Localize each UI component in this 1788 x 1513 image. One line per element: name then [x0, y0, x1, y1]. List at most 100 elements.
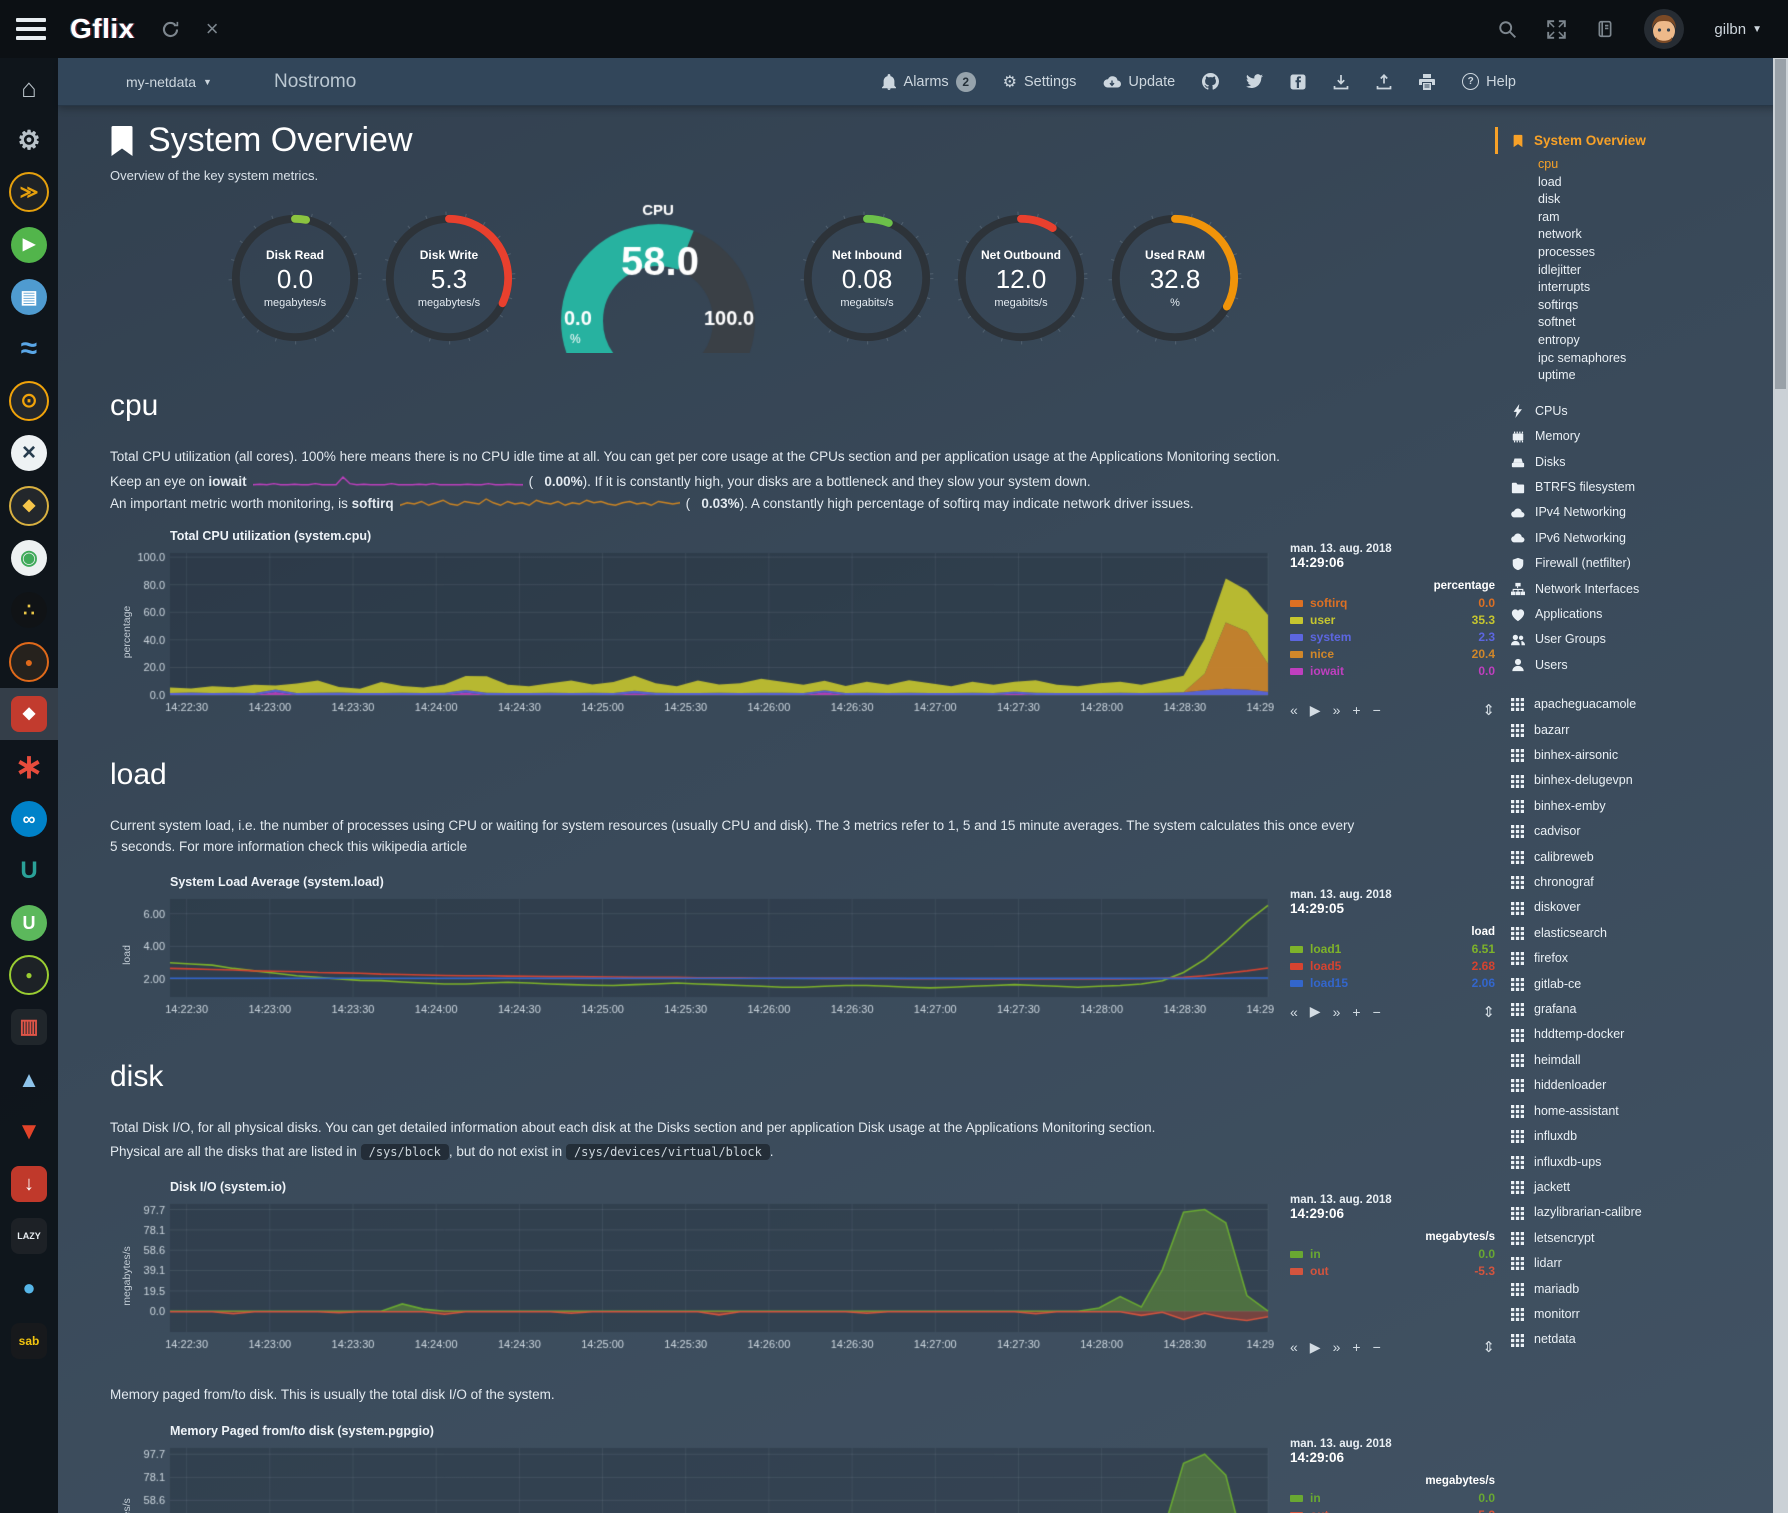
sidebar-app-down-arrow[interactable]: ↓ — [0, 1158, 58, 1210]
toc-app-netdata[interactable]: netdata — [1511, 1327, 1773, 1352]
legend-row-nice[interactable]: nice20.4 — [1290, 646, 1495, 663]
user-menu[interactable]: gilbn ▼ — [1714, 21, 1762, 38]
toc-app-monitorr[interactable]: monitorr — [1511, 1302, 1773, 1327]
toc-app-cadvisor[interactable]: cadvisor — [1511, 819, 1773, 844]
hostname-link[interactable]: Nostromo — [274, 71, 356, 93]
toc-system-overview[interactable]: System Overview — [1511, 133, 1773, 148]
play-button[interactable]: ▶ — [1310, 702, 1321, 719]
import-button[interactable] — [1333, 74, 1349, 90]
toc-app-influxdb[interactable]: influxdb — [1511, 1124, 1773, 1149]
export-button[interactable] — [1376, 74, 1392, 90]
toc-app-mariadb[interactable]: mariadb — [1511, 1277, 1773, 1302]
load-chart-canvas[interactable] — [124, 891, 1274, 1019]
settings-button[interactable]: ⚙ Settings — [1003, 72, 1077, 92]
changelog-book-icon[interactable] — [1596, 20, 1614, 38]
cpu-chart-canvas[interactable] — [124, 545, 1274, 717]
zoom-in-button[interactable]: + — [1352, 702, 1360, 718]
pan-right-button[interactable]: » — [1333, 1339, 1341, 1355]
sidebar-app-plex-chevron[interactable]: ≫ — [0, 166, 58, 218]
toc-app-binhex-delugevpn[interactable]: binhex-delugevpn — [1511, 768, 1773, 793]
toc-app-lazylibrarian-calibre[interactable]: lazylibrarian-calibre — [1511, 1200, 1773, 1225]
zoom-in-button[interactable]: + — [1352, 1004, 1360, 1020]
toc-app-jackett[interactable]: jackett — [1511, 1175, 1773, 1200]
toc-app-hddtemp-docker[interactable]: hddtemp-docker — [1511, 1022, 1773, 1047]
toc-app-binhex-airsonic[interactable]: binhex-airsonic — [1511, 743, 1773, 768]
node-selector[interactable]: my-netdata ▼ — [126, 74, 212, 90]
toc-section-user-groups[interactable]: User Groups — [1511, 627, 1773, 652]
gauge-net-outbound[interactable]: Net Outbound12.0megabits/s — [954, 211, 1088, 345]
legend-row-in[interactable]: in0.0 — [1290, 1490, 1495, 1507]
sidebar-app-cross-x[interactable]: × — [0, 427, 58, 479]
sidebar-app-node-graph[interactable]: ∴ — [0, 584, 58, 636]
zoom-out-button[interactable]: − — [1373, 1339, 1381, 1355]
legend-row-load1[interactable]: load16.51 — [1290, 941, 1495, 958]
toc-app-letsencrypt[interactable]: letsencrypt — [1511, 1226, 1773, 1251]
toc-section-ipv6-networking[interactable]: IPv6 Networking — [1511, 526, 1773, 551]
toc-section-firewall-netfilter-[interactable]: Firewall (netfilter) — [1511, 551, 1773, 576]
sidebar-app-fox[interactable]: ▼ — [0, 1106, 58, 1158]
toc-item-softnet[interactable]: softnet — [1511, 314, 1773, 332]
legend-row-load15[interactable]: load152.06 — [1290, 975, 1495, 992]
alarms-button[interactable]: Alarms 2 — [881, 72, 976, 92]
toc-app-bazarr[interactable]: bazarr — [1511, 718, 1773, 743]
sidebar-app-green-ring[interactable]: ● — [0, 949, 58, 1001]
toc-section-memory[interactable]: Memory — [1511, 424, 1773, 449]
toc-app-home-assistant[interactable]: home-assistant — [1511, 1099, 1773, 1124]
play-button[interactable]: ▶ — [1310, 1339, 1321, 1356]
zoom-in-button[interactable]: + — [1352, 1339, 1360, 1355]
toc-section-users[interactable]: Users — [1511, 653, 1773, 678]
print-button[interactable] — [1419, 74, 1435, 90]
sidebar-app-sab-text[interactable]: sab — [0, 1315, 58, 1367]
sidebar-app-bar-chart[interactable]: ▥ — [0, 1001, 58, 1053]
toc-app-gitlab-ce[interactable]: gitlab-ce — [1511, 972, 1773, 997]
toc-app-hiddenloader[interactable]: hiddenloader — [1511, 1073, 1773, 1098]
legend-row-user[interactable]: user35.3 — [1290, 612, 1495, 629]
sidebar-app-emby-play[interactable]: ▶ — [0, 219, 58, 271]
sidebar-app-orange-ring[interactable]: ● — [0, 636, 58, 688]
user-avatar[interactable] — [1644, 9, 1684, 49]
legend-row-out[interactable]: out-5.2 — [1290, 1507, 1495, 1513]
toc-item-interrupts[interactable]: interrupts — [1511, 279, 1773, 297]
legend-row-softirq[interactable]: softirq0.0 — [1290, 595, 1495, 612]
pan-right-button[interactable]: » — [1333, 702, 1341, 718]
toc-section-network-interfaces[interactable]: Network Interfaces — [1511, 577, 1773, 602]
twitter-button[interactable] — [1246, 74, 1263, 89]
sidebar-app-red-shield[interactable]: ◆ — [0, 688, 58, 740]
scrollbar-thumb[interactable] — [1775, 59, 1786, 389]
toc-item-ipc-semaphores[interactable]: ipc semaphores — [1511, 350, 1773, 368]
toc-app-heimdall[interactable]: heimdall — [1511, 1048, 1773, 1073]
toc-item-processes[interactable]: processes — [1511, 244, 1773, 262]
chart-resize-handle[interactable]: ⇕ — [1482, 1338, 1495, 1356]
disk-chart-canvas[interactable] — [124, 1196, 1274, 1354]
github-button[interactable] — [1202, 73, 1219, 90]
refresh-icon[interactable] — [161, 20, 180, 39]
pan-left-button[interactable]: « — [1290, 1339, 1298, 1355]
sidebar-app-diamond[interactable]: ◆ — [0, 480, 58, 532]
pan-left-button[interactable]: « — [1290, 702, 1298, 718]
sidebar-app-infinity[interactable]: ∞ — [0, 793, 58, 845]
play-button[interactable]: ▶ — [1310, 1003, 1321, 1020]
sidebar-app-lazy-text[interactable]: LAZY — [0, 1210, 58, 1262]
pan-left-button[interactable]: « — [1290, 1004, 1298, 1020]
gauge-used-ram[interactable]: Used RAM32.8% — [1108, 211, 1242, 345]
gauge-disk-read[interactable]: Disk Read0.0megabytes/s — [228, 211, 362, 345]
toc-item-load[interactable]: load — [1511, 174, 1773, 192]
sidebar-app-red-asterisk[interactable]: ∗ — [0, 740, 58, 792]
sidebar-app-green-u[interactable]: U — [0, 897, 58, 949]
toc-app-chronograf[interactable]: chronograf — [1511, 870, 1773, 895]
toc-app-firefox[interactable]: firefox — [1511, 946, 1773, 971]
facebook-button[interactable] — [1290, 74, 1306, 90]
sidebar-app-books[interactable]: ▤ — [0, 271, 58, 323]
toc-item-uptime[interactable]: uptime — [1511, 367, 1773, 385]
toc-section-disks[interactable]: Disks — [1511, 450, 1773, 475]
toc-section-applications[interactable]: Applications — [1511, 602, 1773, 627]
toc-section-btrfs-filesystem[interactable]: BTRFS filesystem — [1511, 475, 1773, 500]
zoom-out-button[interactable]: − — [1373, 1004, 1381, 1020]
toc-app-diskover[interactable]: diskover — [1511, 895, 1773, 920]
help-button[interactable]: ? Help — [1462, 73, 1516, 90]
hamburger-menu-icon[interactable] — [16, 18, 46, 40]
sidebar-app-soundwave[interactable]: ≈ — [0, 323, 58, 375]
toc-item-cpu[interactable]: cpu — [1511, 156, 1773, 174]
toc-section-ipv4-networking[interactable]: IPv4 Networking — [1511, 500, 1773, 525]
toc-item-disk[interactable]: disk — [1511, 191, 1773, 209]
